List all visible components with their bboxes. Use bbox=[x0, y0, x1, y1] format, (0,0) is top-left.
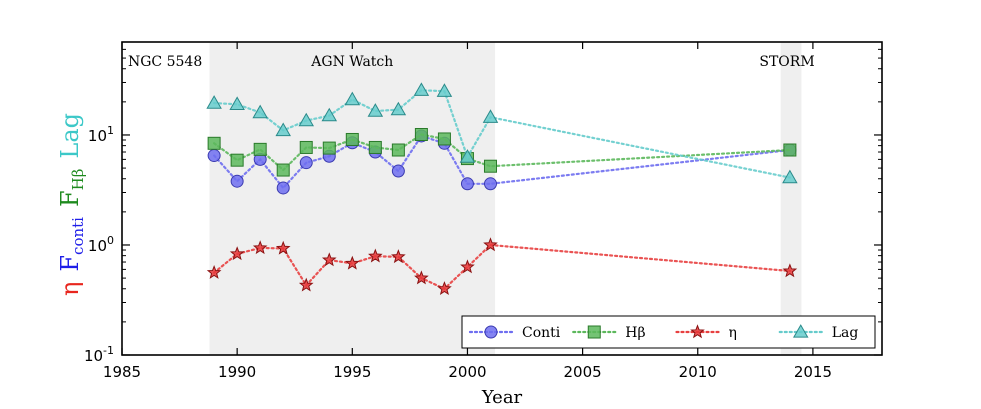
data-point bbox=[390, 101, 407, 116]
y-tick-label: 100 bbox=[88, 234, 114, 255]
data-point bbox=[275, 240, 291, 255]
plot-frame bbox=[121, 41, 883, 356]
data-point bbox=[483, 237, 498, 252]
data-point bbox=[368, 248, 383, 263]
data-point bbox=[413, 82, 430, 96]
data-point bbox=[782, 263, 798, 278]
legend-marker bbox=[484, 325, 498, 339]
legend-label: Lag bbox=[832, 325, 859, 341]
shaded-region-0 bbox=[209, 42, 496, 355]
data-point bbox=[230, 174, 244, 188]
data-point bbox=[391, 164, 405, 178]
data-point bbox=[460, 177, 474, 191]
data-point bbox=[207, 149, 221, 163]
legend-label: η bbox=[729, 325, 737, 341]
y-tick-label: 10-1 bbox=[84, 344, 114, 365]
y-label-sub-2: Hβ bbox=[69, 169, 87, 191]
data-point bbox=[437, 281, 452, 295]
data-point bbox=[459, 149, 476, 163]
data-point bbox=[345, 132, 359, 146]
data-point bbox=[321, 252, 337, 267]
legend-entry-1: Hβ bbox=[572, 325, 646, 341]
series-3 bbox=[206, 82, 798, 184]
legend: Conti Hβ η Lag bbox=[461, 315, 876, 349]
legend-marker bbox=[587, 325, 601, 339]
y-label-part-3: Lag bbox=[56, 113, 84, 159]
series-2 bbox=[206, 237, 798, 295]
data-point bbox=[344, 255, 360, 270]
data-point bbox=[206, 265, 222, 279]
x-axis-label: Year bbox=[481, 387, 523, 408]
data-point bbox=[460, 259, 475, 274]
data-point bbox=[321, 107, 338, 122]
data-point bbox=[229, 96, 245, 110]
shaded-region-1 bbox=[780, 42, 802, 355]
legend-marker bbox=[792, 324, 809, 338]
data-point bbox=[368, 140, 382, 154]
y-label-part-2: F bbox=[56, 190, 84, 207]
data-point bbox=[276, 181, 290, 195]
data-point bbox=[483, 159, 497, 173]
data-point bbox=[414, 270, 429, 285]
y-axis-label-text: ηFconti​FHβ​Lag bbox=[56, 113, 87, 296]
legend-label: Conti bbox=[522, 325, 561, 341]
y-label-part-1: F bbox=[56, 255, 84, 272]
data-point bbox=[437, 132, 451, 146]
y-axis-label: ηFconti​FHβ​Lag bbox=[56, 113, 87, 296]
data-point bbox=[206, 95, 222, 109]
data-point bbox=[367, 103, 384, 117]
y-tick-label: 101 bbox=[88, 124, 114, 145]
data-point bbox=[252, 240, 268, 255]
x-tick-label: 2015 bbox=[794, 363, 832, 381]
data-point bbox=[299, 140, 313, 154]
data-point bbox=[391, 249, 406, 264]
data-point bbox=[344, 91, 361, 106]
data-point bbox=[783, 143, 797, 157]
y-label-sub-1: conti bbox=[69, 217, 87, 255]
x-tick-label: 1995 bbox=[333, 363, 371, 381]
shaded-regions bbox=[209, 42, 802, 355]
data-point bbox=[414, 127, 428, 141]
legend-entry-2: η bbox=[675, 324, 737, 341]
data-point bbox=[322, 141, 336, 155]
data-point bbox=[230, 153, 244, 167]
data-point bbox=[483, 177, 497, 191]
x-tick-label: 1985 bbox=[103, 363, 141, 381]
y-label-part-0: η bbox=[56, 282, 84, 296]
series-layer bbox=[206, 82, 798, 295]
data-point bbox=[253, 142, 267, 156]
data-point bbox=[782, 169, 798, 184]
legend-marker bbox=[690, 324, 705, 339]
x-tick-label: 2010 bbox=[679, 363, 717, 381]
data-point bbox=[275, 122, 291, 137]
data-point bbox=[482, 109, 499, 123]
text-layer: NGC 5548 AGN Watch STORM Year bbox=[128, 54, 815, 408]
region-label-storm: STORM bbox=[759, 54, 814, 70]
legend-label: Hβ bbox=[625, 325, 645, 341]
data-point bbox=[298, 277, 314, 292]
data-point bbox=[252, 104, 268, 119]
x-tick-label: 2000 bbox=[448, 363, 486, 381]
data-point bbox=[276, 163, 290, 177]
data-point bbox=[299, 156, 313, 170]
x-tick-label: 2005 bbox=[564, 363, 602, 381]
legend-entry-0: Conti bbox=[468, 325, 561, 341]
data-point bbox=[229, 246, 245, 261]
series-1 bbox=[207, 127, 797, 177]
data-point bbox=[391, 143, 405, 157]
data-point bbox=[436, 83, 453, 97]
object-label: NGC 5548 bbox=[128, 54, 202, 70]
data-point bbox=[207, 136, 221, 150]
x-tick-label: 1990 bbox=[218, 363, 256, 381]
data-point bbox=[298, 112, 315, 127]
region-label-agn-watch: AGN Watch bbox=[310, 54, 393, 70]
legend-entry-3: Lag bbox=[778, 324, 859, 341]
